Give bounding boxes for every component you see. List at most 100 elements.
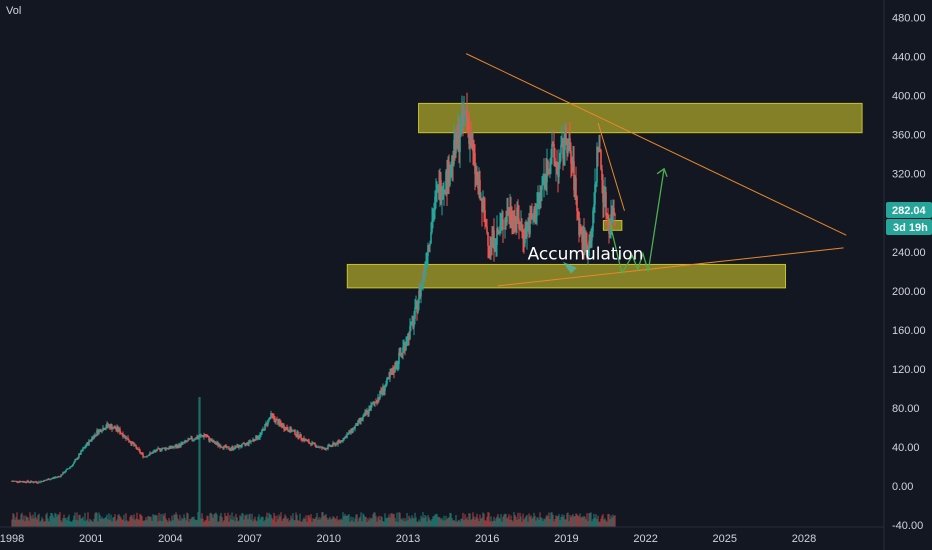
volume-bar xyxy=(277,519,279,527)
volume-bar xyxy=(386,517,388,527)
candle-body xyxy=(74,460,76,463)
candle-body xyxy=(317,446,319,448)
volume-bar xyxy=(328,518,330,527)
volume-bar xyxy=(445,515,447,527)
candle-body xyxy=(394,363,396,373)
volume-bar xyxy=(222,521,224,527)
candle-body xyxy=(443,189,445,191)
candle-body xyxy=(322,447,324,449)
volume-bar xyxy=(159,520,161,527)
candle-body xyxy=(504,218,506,229)
volume-bar xyxy=(404,518,406,527)
candle-body xyxy=(330,445,332,447)
volume-bar xyxy=(212,517,214,527)
candle-body xyxy=(531,217,533,219)
candle-body xyxy=(580,227,582,234)
candle-body xyxy=(269,417,271,419)
volume-bar xyxy=(202,518,204,527)
volume-bar xyxy=(588,512,590,527)
candle-body xyxy=(156,448,158,452)
volume-bar xyxy=(225,516,227,527)
volume-bar xyxy=(262,516,264,527)
candle-body xyxy=(461,109,463,121)
volume-bar xyxy=(260,517,262,527)
volume-bar xyxy=(11,519,13,527)
volume-bar xyxy=(106,514,108,527)
volume-bar xyxy=(369,517,371,527)
volume-bar xyxy=(39,521,41,527)
candle-body xyxy=(253,439,255,441)
candle-body xyxy=(404,344,406,350)
candle-body xyxy=(185,440,187,442)
candle-body xyxy=(102,427,104,432)
candle-body xyxy=(54,477,56,479)
candle-body xyxy=(91,437,93,441)
last-price-badge[interactable]: 282.04 xyxy=(886,202,932,218)
candle-body xyxy=(501,219,503,222)
volume-bar xyxy=(595,514,597,527)
candle-body xyxy=(89,440,91,442)
candle-body xyxy=(403,344,405,348)
candle-body xyxy=(512,223,514,227)
candle-body xyxy=(588,240,590,256)
volume-bar xyxy=(194,519,196,527)
candle-body xyxy=(343,437,345,441)
volume-bar xyxy=(485,520,487,527)
volume-bar xyxy=(63,514,65,527)
candle-body xyxy=(135,445,137,448)
volume-bar xyxy=(561,514,563,527)
volume-bar xyxy=(242,513,244,527)
volume-bar xyxy=(363,514,365,527)
volume-bar xyxy=(149,516,151,527)
candle-body xyxy=(569,138,571,151)
candle-body xyxy=(570,150,572,164)
candle-body xyxy=(593,204,595,211)
volume-bar xyxy=(126,520,128,527)
candle-body xyxy=(41,481,43,482)
candle-body xyxy=(458,128,460,152)
volume-bar xyxy=(433,516,435,527)
volume-bar xyxy=(199,397,201,527)
volume-bar xyxy=(145,517,147,527)
candle-body xyxy=(465,109,467,111)
volume-bar xyxy=(301,521,303,527)
volume-bar xyxy=(458,519,460,527)
candle-body xyxy=(430,232,432,244)
candle-body xyxy=(375,402,377,403)
candle-body xyxy=(238,445,240,448)
candle-body xyxy=(546,160,548,183)
volume-bar xyxy=(168,517,170,527)
volume-bar xyxy=(190,518,192,527)
volume-bar xyxy=(188,521,190,527)
candle-body xyxy=(539,193,541,195)
candle-body xyxy=(70,466,72,468)
candle-body xyxy=(199,435,201,438)
y-tick-label: 360.00 xyxy=(892,130,926,142)
volume-bar xyxy=(35,517,37,527)
volume-bar xyxy=(308,515,310,527)
candle-body xyxy=(503,228,505,229)
volume-bar xyxy=(304,518,306,527)
volume-bar xyxy=(69,520,71,527)
candle-body xyxy=(523,239,525,244)
volume-bar xyxy=(581,516,583,527)
y-tick-label: -40.00 xyxy=(892,520,923,532)
candle-body xyxy=(516,207,518,222)
volume-bar xyxy=(198,397,200,527)
candle-body xyxy=(32,481,34,483)
candle-body xyxy=(441,198,443,200)
x-tick-label: 2013 xyxy=(396,533,420,545)
volume-bar xyxy=(567,512,569,527)
candle-body xyxy=(432,219,434,222)
volume-bar xyxy=(528,513,530,527)
candle-body xyxy=(496,228,498,245)
candle-body xyxy=(128,440,130,442)
candle-body xyxy=(561,142,563,145)
volume-bar xyxy=(397,521,399,527)
candle-body xyxy=(84,447,86,448)
volume-bar xyxy=(210,512,212,527)
volume-bar xyxy=(137,518,139,527)
candle-body xyxy=(150,452,152,454)
